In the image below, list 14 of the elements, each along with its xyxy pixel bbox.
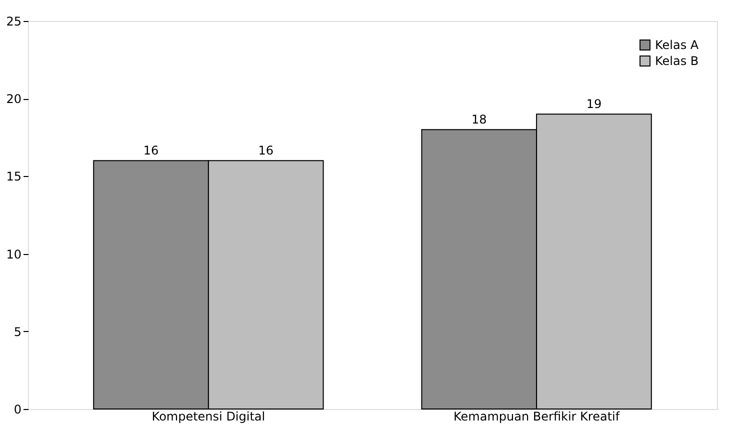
data-label: 16 [143, 144, 159, 158]
data-label: 19 [586, 97, 602, 112]
data-label: 18 [471, 112, 487, 127]
x-tick-label: Kemampuan Berfikir Kreatif [454, 410, 620, 424]
y-tick-label: 5 [14, 324, 22, 339]
y-tick-label: 10 [6, 247, 22, 262]
x-tick-label: Kompetensi Digital [152, 410, 266, 424]
legend-label: Kelas B [655, 54, 699, 68]
data-label: 16 [258, 144, 274, 158]
y-tick-label: 25 [6, 14, 22, 28]
y-tick-label: 0 [14, 402, 22, 416]
y-tick-label: 15 [6, 170, 22, 184]
y-tick-label: 20 [6, 92, 22, 106]
legend-label: Kelas A [655, 38, 700, 52]
